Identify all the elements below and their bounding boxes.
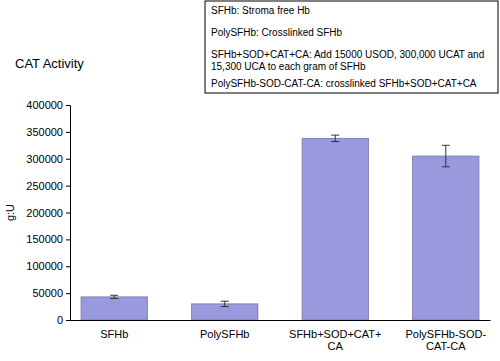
annotation-frame bbox=[205, 1, 498, 93]
bar bbox=[192, 304, 258, 320]
y-tick-mark bbox=[66, 266, 70, 267]
error-cap bbox=[442, 166, 450, 167]
x-tick: SFHb bbox=[100, 320, 128, 340]
error-bar bbox=[110, 295, 118, 298]
y-tick-label: 250000 bbox=[26, 180, 63, 192]
y-tick-label: 350000 bbox=[26, 126, 63, 138]
error-cap bbox=[221, 306, 229, 307]
y-tick-mark bbox=[66, 213, 70, 214]
y-tick: 350000 bbox=[26, 126, 70, 138]
error-line bbox=[335, 135, 336, 141]
y-tick-mark bbox=[66, 293, 70, 294]
annotation: PolySFHb: Crosslinked SFHb bbox=[211, 27, 343, 38]
annotation: 15,300 UCA to each gram of SFHb bbox=[211, 61, 366, 72]
y-tick-label: 150000 bbox=[26, 233, 63, 245]
x-axis-line bbox=[71, 320, 491, 321]
x-tick: PolySFHb-SOD-CAT-CA bbox=[405, 320, 486, 352]
y-tick: 400000 bbox=[26, 99, 70, 111]
x-tick-label: PolySFHb bbox=[200, 328, 250, 340]
y-tick-mark bbox=[66, 105, 70, 106]
y-tick-label: 200000 bbox=[26, 207, 63, 219]
error-bar bbox=[221, 301, 229, 306]
error-bar bbox=[331, 135, 339, 141]
bar bbox=[81, 297, 147, 320]
annotation: SFHb: Stroma free Hb bbox=[211, 5, 310, 16]
y-tick-label: 100000 bbox=[26, 260, 63, 272]
bar bbox=[413, 156, 479, 320]
error-cap bbox=[110, 295, 118, 296]
y-tick-label: 300000 bbox=[26, 153, 63, 165]
y-axis-line bbox=[66, 106, 71, 321]
error-cap bbox=[331, 135, 339, 136]
error-cap bbox=[221, 301, 229, 302]
y-tick-mark bbox=[66, 239, 70, 240]
y-tick-label: 400000 bbox=[26, 99, 63, 111]
annotation-box: SFHb: Stroma free Hb PolySFHb: Crosslinke… bbox=[205, 1, 498, 93]
error-cap bbox=[110, 298, 118, 299]
y-tick: 150000 bbox=[26, 233, 70, 245]
y-tick: 100000 bbox=[26, 260, 70, 272]
y-tick: 200000 bbox=[26, 207, 70, 219]
annotation: PolySFHb-SOD-CAT-CA: crosslinked SFHb+SO… bbox=[211, 78, 477, 89]
y-tick-label: 0 bbox=[57, 314, 63, 326]
y-tick: 0 bbox=[57, 314, 70, 326]
error-cap bbox=[442, 145, 450, 146]
y-tick-mark bbox=[66, 320, 70, 321]
title: CAT Activity bbox=[15, 56, 84, 71]
x-tick-label: SFHb bbox=[100, 328, 128, 340]
y-tick-mark bbox=[66, 132, 70, 133]
error-cap bbox=[331, 141, 339, 142]
x-tick-label: PolySFHb-SOD-CAT-CA bbox=[405, 328, 486, 353]
y-axis: 0 50000 100000 150000 200000 250000 300000 3500… bbox=[26, 99, 70, 326]
error-line bbox=[224, 301, 225, 306]
chart: CAT Activity SFHb: Stroma free Hb PolySFHb… bbox=[0, 0, 500, 361]
x-tick-label: SFHb+SOD+CAT+CA bbox=[289, 328, 381, 353]
y-tick: 300000 bbox=[26, 153, 70, 165]
x-tick: SFHb+SOD+CAT+CA bbox=[289, 320, 381, 352]
y-tick: 250000 bbox=[26, 180, 70, 192]
x-axis: SFHb PolySFHb SFHb+SOD+CAT+CA PolySFHb-SOD-… bbox=[71, 320, 491, 352]
bar bbox=[302, 138, 368, 320]
annotation: SFHb+SOD+CAT+CA: Add 15000 USOD, 300,000… bbox=[211, 49, 484, 60]
y-tick-mark bbox=[66, 186, 70, 187]
y-axis-title: g:U bbox=[4, 204, 16, 221]
error-bar bbox=[442, 145, 450, 167]
plot-area bbox=[81, 135, 479, 320]
y-tick-mark bbox=[66, 159, 70, 160]
y-tick-label: 50000 bbox=[32, 287, 63, 299]
error-line bbox=[445, 145, 446, 167]
x-tick: PolySFHb bbox=[200, 320, 250, 340]
y-tick: 50000 bbox=[32, 287, 70, 299]
